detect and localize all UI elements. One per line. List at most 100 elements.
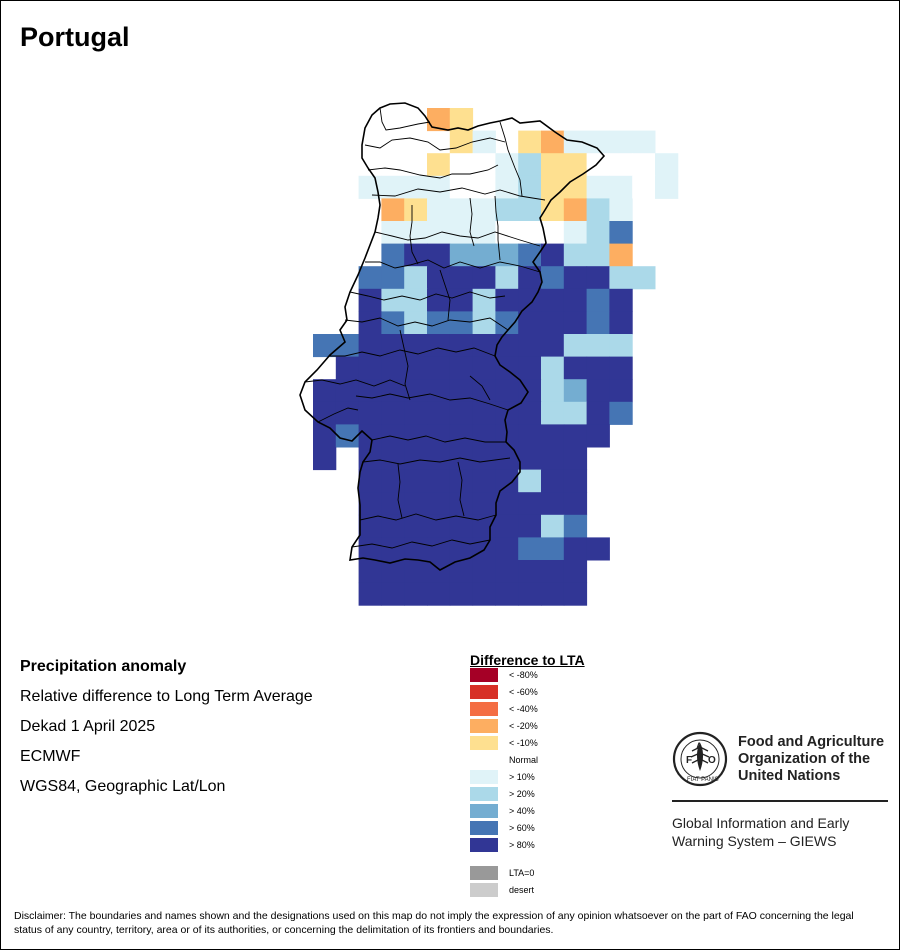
grid-cell xyxy=(518,469,542,493)
legend-item: < -40% xyxy=(470,702,538,716)
legend-swatch xyxy=(470,719,498,733)
grid-cell xyxy=(495,266,519,290)
grid-cell xyxy=(495,243,519,267)
legend-swatch xyxy=(470,804,498,818)
grid-cell xyxy=(427,221,451,245)
disclaimer-text: Disclaimer: The boundaries and names sho… xyxy=(14,910,854,936)
grid-cell xyxy=(472,401,496,425)
grid-cell xyxy=(358,469,382,493)
grid-cell xyxy=(427,311,451,335)
grid-cell xyxy=(586,379,610,403)
grid-cell xyxy=(449,560,474,584)
grid-cell xyxy=(381,288,405,312)
grid-cell xyxy=(495,537,519,561)
legend-item: Normal xyxy=(470,753,538,767)
legend-label: < -60% xyxy=(509,687,538,697)
grid-cell xyxy=(495,288,519,312)
grid-cell xyxy=(541,492,565,516)
grid-cell xyxy=(404,311,428,335)
grid-cell xyxy=(472,469,496,493)
legend-label: desert xyxy=(509,885,535,895)
legend-label: > 20% xyxy=(509,789,535,799)
grid-cell xyxy=(632,266,656,290)
grid-cell xyxy=(563,311,588,335)
precipitation-anomaly-map xyxy=(299,102,679,606)
grid-cell xyxy=(449,153,474,177)
grid-cell xyxy=(404,198,428,222)
giews-name-line: Warning System – GIEWS xyxy=(672,833,837,849)
legend-item: > 20% xyxy=(470,787,535,801)
grid-cell xyxy=(518,492,542,516)
grid-cell xyxy=(563,424,588,448)
grid-cell xyxy=(541,379,565,403)
grid-cell xyxy=(563,288,588,312)
grid-cell xyxy=(358,424,382,448)
grid-cell xyxy=(358,356,382,380)
grid-cell xyxy=(358,560,382,584)
svg-text:F: F xyxy=(686,755,692,766)
grid-cell xyxy=(518,243,542,267)
anomaly-grid xyxy=(313,108,679,606)
grid-cell xyxy=(427,537,451,561)
grid-cell xyxy=(358,514,382,538)
grid-cell xyxy=(358,537,382,561)
grid-cell xyxy=(427,334,451,358)
grid-cell xyxy=(358,492,382,516)
legend-label: Normal xyxy=(509,755,539,765)
grid-cell xyxy=(449,266,474,290)
grid-cell xyxy=(563,514,588,538)
grid-cell xyxy=(518,514,542,538)
grid-cell xyxy=(609,153,633,177)
grid-cell xyxy=(313,334,337,358)
grid-cell xyxy=(586,221,610,245)
legend-label: > 10% xyxy=(509,772,535,782)
giews-name-line: Global Information and Early xyxy=(672,815,850,831)
grid-cell xyxy=(358,401,382,425)
grid-cell xyxy=(449,311,474,335)
grid-cell xyxy=(609,401,633,425)
grid-cell xyxy=(427,356,451,380)
grid-cell xyxy=(472,447,496,471)
grid-cell xyxy=(609,243,633,267)
legend-label: LTA=0 xyxy=(509,868,535,878)
map-source: ECMWF xyxy=(20,748,81,765)
grid-cell xyxy=(404,175,428,199)
legend-swatch xyxy=(470,787,498,801)
grid-cell xyxy=(472,560,496,584)
grid-cell xyxy=(381,492,405,516)
grid-cell xyxy=(609,221,633,245)
grid-cell xyxy=(449,492,474,516)
map-title: Portugal xyxy=(20,22,130,52)
grid-cell xyxy=(541,221,565,245)
grid-cell xyxy=(449,334,474,358)
grid-cell xyxy=(449,424,474,448)
grid-cell xyxy=(427,266,451,290)
grid-cell xyxy=(427,424,451,448)
fao-name-line: Organization of the xyxy=(738,751,871,767)
grid-cell xyxy=(381,334,405,358)
legend-swatch xyxy=(470,821,498,835)
grid-cell xyxy=(632,130,656,154)
grid-cell xyxy=(518,311,542,335)
fao-organization-name: Food and Agriculture Organization of the… xyxy=(738,734,888,785)
grid-cell xyxy=(518,198,542,222)
grid-cell xyxy=(449,130,474,154)
grid-cell xyxy=(586,356,610,380)
grid-cell xyxy=(472,153,496,177)
grid-cell xyxy=(381,424,405,448)
grid-cell xyxy=(609,311,633,335)
grid-cell xyxy=(563,582,588,606)
grid-cell xyxy=(381,582,405,606)
grid-cell xyxy=(563,221,588,245)
grid-cell xyxy=(427,447,451,471)
legend-label: < -10% xyxy=(509,738,538,748)
map-description: Relative difference to Long Term Average xyxy=(20,688,313,705)
grid-cell xyxy=(586,266,610,290)
grid-cell xyxy=(586,537,610,561)
grid-cell xyxy=(313,401,337,425)
grid-cell xyxy=(518,560,542,584)
legend-title: Difference to LTA xyxy=(470,652,585,668)
grid-cell xyxy=(495,492,519,516)
grid-cell xyxy=(472,130,496,154)
grid-cell xyxy=(472,175,496,199)
